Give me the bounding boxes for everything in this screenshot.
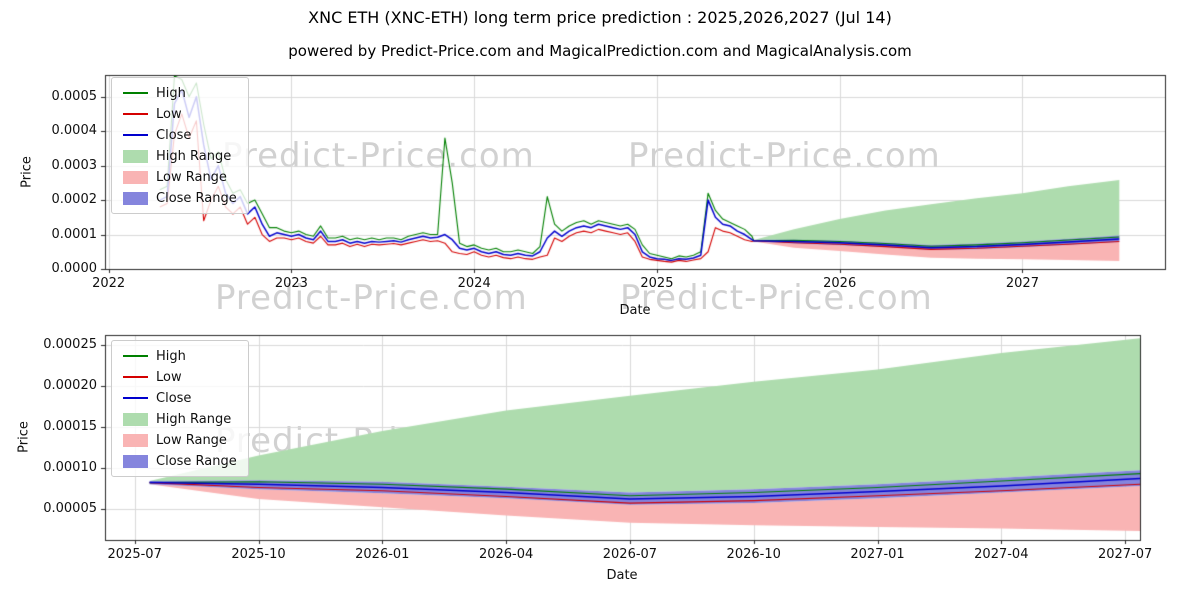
high-range-swatch bbox=[123, 149, 148, 163]
high-line-swatch bbox=[123, 355, 148, 357]
x-axis-label-top: Date bbox=[619, 303, 651, 318]
legend-item-high: High bbox=[123, 85, 237, 101]
x-tick-label: 2026-04 bbox=[478, 547, 534, 562]
close-range-swatch bbox=[123, 191, 148, 205]
y-tick-label: 0.0003 bbox=[51, 157, 98, 173]
close-range-swatch bbox=[123, 454, 148, 468]
legend-item-close: Close bbox=[123, 127, 237, 143]
y-tick-label: 0.00015 bbox=[43, 418, 97, 434]
high-line-swatch bbox=[123, 92, 148, 94]
legend-item-high: High bbox=[123, 348, 237, 364]
legend-item-close: Close bbox=[123, 390, 237, 406]
legend-item-low: Low bbox=[123, 106, 237, 122]
legend-item-high-range: High Range bbox=[123, 411, 237, 427]
y-tick-label: 0.00010 bbox=[43, 459, 97, 475]
close-line-swatch bbox=[123, 134, 148, 136]
y-tick-label: 0.0000 bbox=[51, 261, 98, 276]
y-tick-label: 0.0004 bbox=[51, 123, 98, 139]
low-line-swatch bbox=[123, 113, 148, 115]
legend-label-close-range: Close Range bbox=[156, 190, 237, 206]
legend-label-close: Close bbox=[156, 390, 192, 406]
legend-label-low: Low bbox=[156, 106, 182, 122]
legend-item-low-range: Low Range bbox=[123, 169, 237, 185]
y-tick-label: 0.0002 bbox=[51, 192, 98, 208]
legend-item-close-range: Close Range bbox=[123, 190, 237, 206]
y-tick-label: 0.00025 bbox=[43, 336, 97, 352]
y-tick-label: 0.00005 bbox=[43, 500, 97, 516]
legend-item-low-range: Low Range bbox=[123, 432, 237, 448]
figure-subtitle: powered by Predict-Price.com and Magical… bbox=[288, 42, 912, 60]
y-axis-label-bottom: Price bbox=[16, 421, 32, 453]
legend-label-high: High bbox=[156, 85, 186, 101]
x-tick-label: 2022 bbox=[92, 276, 126, 291]
legend-top-chart: High Low Close High Range Low Range Clos… bbox=[111, 77, 249, 214]
legend-label-low-range: Low Range bbox=[156, 432, 227, 448]
legend-label-close: Close bbox=[156, 127, 192, 143]
legend-label-low: Low bbox=[156, 369, 182, 385]
x-tick-label: 2024 bbox=[457, 276, 491, 291]
x-axis-label-bottom: Date bbox=[606, 568, 638, 583]
low-line-swatch bbox=[123, 376, 148, 378]
x-tick-label: 2025-10 bbox=[231, 547, 286, 562]
x-tick-label: 2027-07 bbox=[1097, 547, 1153, 562]
close-line-swatch bbox=[123, 397, 148, 399]
x-tick-label: 2027 bbox=[1005, 276, 1039, 291]
legend-label-high: High bbox=[156, 348, 186, 364]
x-tick-label: 2026 bbox=[823, 276, 857, 291]
x-tick-label: 2025 bbox=[640, 276, 674, 291]
legend-label-high-range: High Range bbox=[156, 148, 232, 164]
legend-label-close-range: Close Range bbox=[156, 453, 237, 469]
x-tick-label: 2026-07 bbox=[602, 547, 658, 562]
x-tick-label: 2023 bbox=[274, 276, 308, 291]
figure-title: XNC ETH (XNC-ETH) long term price predic… bbox=[308, 8, 892, 27]
legend-label-high-range: High Range bbox=[156, 411, 232, 427]
x-tick-label: 2026-10 bbox=[726, 547, 781, 562]
y-tick-label: 0.0005 bbox=[51, 88, 98, 104]
low-range-swatch bbox=[123, 433, 148, 447]
x-tick-label: 2025-07 bbox=[107, 547, 162, 562]
legend-item-close-range: Close Range bbox=[123, 453, 237, 469]
x-tick-label: 2027-04 bbox=[974, 547, 1029, 562]
legend-label-low-range: Low Range bbox=[156, 169, 227, 185]
x-tick-label: 2027-01 bbox=[850, 547, 905, 562]
high-range-swatch bbox=[123, 412, 148, 426]
legend-item-high-range: High Range bbox=[123, 148, 237, 164]
y-tick-label: 0.0001 bbox=[51, 226, 98, 242]
x-tick-label: 2026-01 bbox=[355, 547, 410, 562]
legend-item-low: Low bbox=[123, 369, 237, 385]
legend-bottom-chart: High Low Close High Range Low Range Clos… bbox=[111, 340, 249, 477]
y-tick-label: 0.00020 bbox=[43, 377, 97, 393]
low-range-swatch bbox=[123, 170, 148, 184]
